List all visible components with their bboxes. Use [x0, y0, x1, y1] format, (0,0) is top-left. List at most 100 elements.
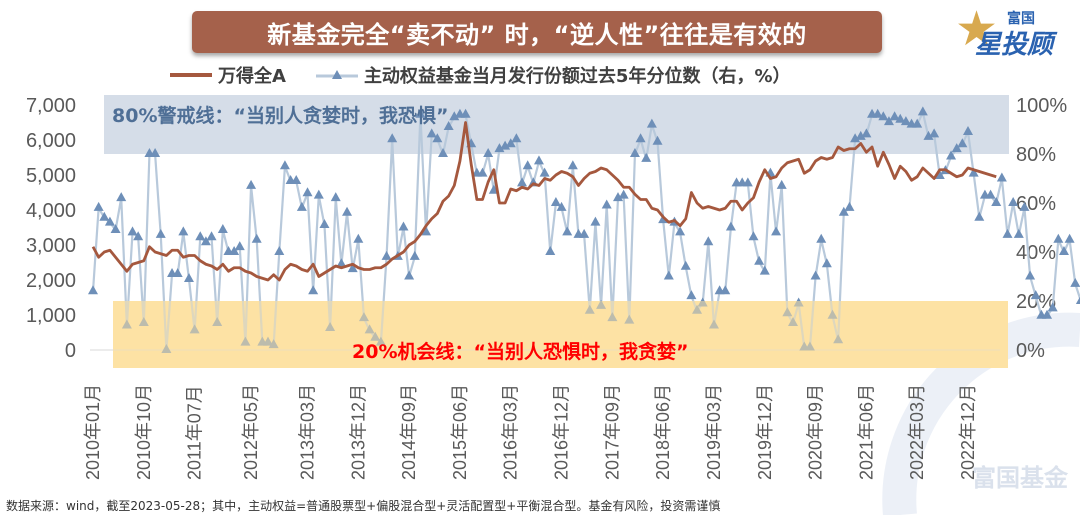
triangle-marker	[776, 179, 787, 189]
x-tick-label: 2021年06月	[856, 384, 876, 480]
triangle-marker	[93, 201, 104, 211]
triangle-marker	[725, 221, 736, 231]
legend-item-index: 万得全A	[170, 62, 286, 88]
x-tick-label: 2017年09月	[602, 384, 622, 480]
triangle-marker	[200, 236, 211, 246]
triangle-marker	[421, 226, 432, 236]
watermark: 富国基金	[972, 464, 1068, 492]
triangle-marker	[438, 148, 448, 157]
y-right-tick: 20%	[1016, 291, 1056, 313]
triangle-marker	[409, 250, 420, 260]
triangle-marker	[483, 148, 494, 157]
star-icon: ★	[955, 3, 999, 56]
triangle-marker	[336, 258, 347, 268]
triangle-marker	[1070, 277, 1080, 287]
triangle-marker	[460, 108, 471, 118]
x-tick-label: 2013年03月	[298, 384, 318, 480]
x-tick-label: 2015年06月	[450, 384, 470, 480]
triangle-marker	[590, 216, 601, 226]
triangle-marker	[629, 148, 640, 157]
x-tick-label: 2014年09月	[399, 384, 419, 480]
triangle-marker	[347, 263, 358, 273]
x-tick-label: 2011年07月	[185, 385, 205, 480]
triangle-marker	[279, 160, 290, 170]
triangle-marker	[1064, 233, 1075, 243]
y-left-tick: 1,000	[26, 305, 76, 327]
triangle-marker	[951, 143, 962, 153]
x-tick-label: 2022年03月	[907, 384, 927, 480]
y-left-tick: 4,000	[26, 200, 76, 222]
triangle-marker	[330, 192, 341, 202]
triangle-marker	[206, 231, 217, 241]
triangle-marker	[963, 125, 973, 135]
legend-label: 万得全A	[218, 66, 286, 87]
triangle-marker	[443, 121, 454, 131]
triangle-marker	[929, 128, 940, 138]
triangle-marker	[183, 272, 194, 282]
x-tick-label: 2019年03月	[704, 384, 724, 480]
triangle-marker	[217, 223, 228, 233]
triangle-marker	[246, 179, 257, 189]
x-tick-label: 2010年01月	[83, 384, 103, 480]
triangle-marker	[838, 206, 849, 216]
triangle-marker	[771, 226, 782, 236]
triangle-marker	[426, 128, 437, 138]
triangle-marker	[477, 167, 488, 177]
x-tick-label: 2020年09月	[806, 384, 826, 480]
triangle-marker	[872, 108, 883, 118]
triangle-marker	[319, 219, 330, 229]
triangle-marker	[381, 250, 392, 260]
triangle-marker	[133, 231, 144, 241]
title-banner: 新基金完全“卖不动” 时，“逆人性”往往是有效的	[192, 11, 882, 53]
y-left-tick: 3,000	[26, 235, 76, 257]
opportunity-band-overlay	[113, 301, 1008, 368]
triangle-marker	[934, 170, 945, 180]
triangle-marker	[1053, 233, 1064, 243]
brand-logo: ★ 富国 星投顾	[955, 3, 1065, 61]
triangle-marker	[810, 270, 821, 280]
triangle-marker	[562, 226, 573, 236]
triangle-marker	[387, 133, 398, 143]
triangle-marker	[742, 177, 753, 187]
triangle-marker	[415, 108, 426, 118]
x-tick-label: 2016年12月	[552, 384, 572, 480]
triangle-marker	[974, 211, 985, 221]
triangle-marker	[110, 223, 121, 233]
triangle-marker	[613, 192, 623, 202]
triangle-marker	[556, 201, 567, 211]
triangle-marker	[646, 118, 657, 128]
triangle-marker	[850, 133, 861, 143]
triangle-marker	[500, 140, 511, 150]
triangle-marker	[296, 201, 307, 211]
triangle-marker	[432, 133, 443, 143]
triangle-marker	[229, 246, 240, 255]
triangle-marker	[720, 285, 731, 295]
triangle-marker	[601, 199, 612, 209]
logo-main-text: 星投顾	[975, 30, 1054, 60]
triangle-marker-icon	[315, 70, 358, 79]
triangle-marker	[1019, 201, 1030, 211]
triangle-marker	[821, 258, 832, 268]
triangle-marker	[618, 189, 629, 199]
y-left-tick: 5,000	[26, 165, 76, 187]
triangle-marker	[686, 290, 697, 300]
triangle-marker	[517, 177, 528, 187]
triangle-marker	[1025, 270, 1036, 280]
triangle-marker	[996, 172, 1007, 182]
triangle-marker	[533, 155, 544, 165]
x-tick-label: 2022年12月	[958, 384, 978, 480]
y-right-tick: 0%	[1016, 340, 1045, 362]
opportunity-band-label: 20%机会线：“当别人恐惧时，我贪婪”	[352, 340, 688, 363]
triangle-marker	[567, 160, 578, 170]
triangle-marker	[957, 138, 968, 148]
triangle-marker	[313, 189, 324, 199]
triangle-marker	[968, 167, 979, 177]
legend-item-percentile: 主动权益基金当月发行份额过去5年分位数（右，%）	[315, 62, 791, 88]
triangle-marker	[748, 231, 759, 241]
y-left-tick: 6,000	[26, 130, 76, 152]
x-tick-label: 2018年06月	[653, 384, 673, 480]
y-right-tick: 100%	[1016, 95, 1067, 117]
triangle-marker	[991, 197, 1002, 206]
x-tick-label: 2013年12月	[348, 384, 368, 480]
